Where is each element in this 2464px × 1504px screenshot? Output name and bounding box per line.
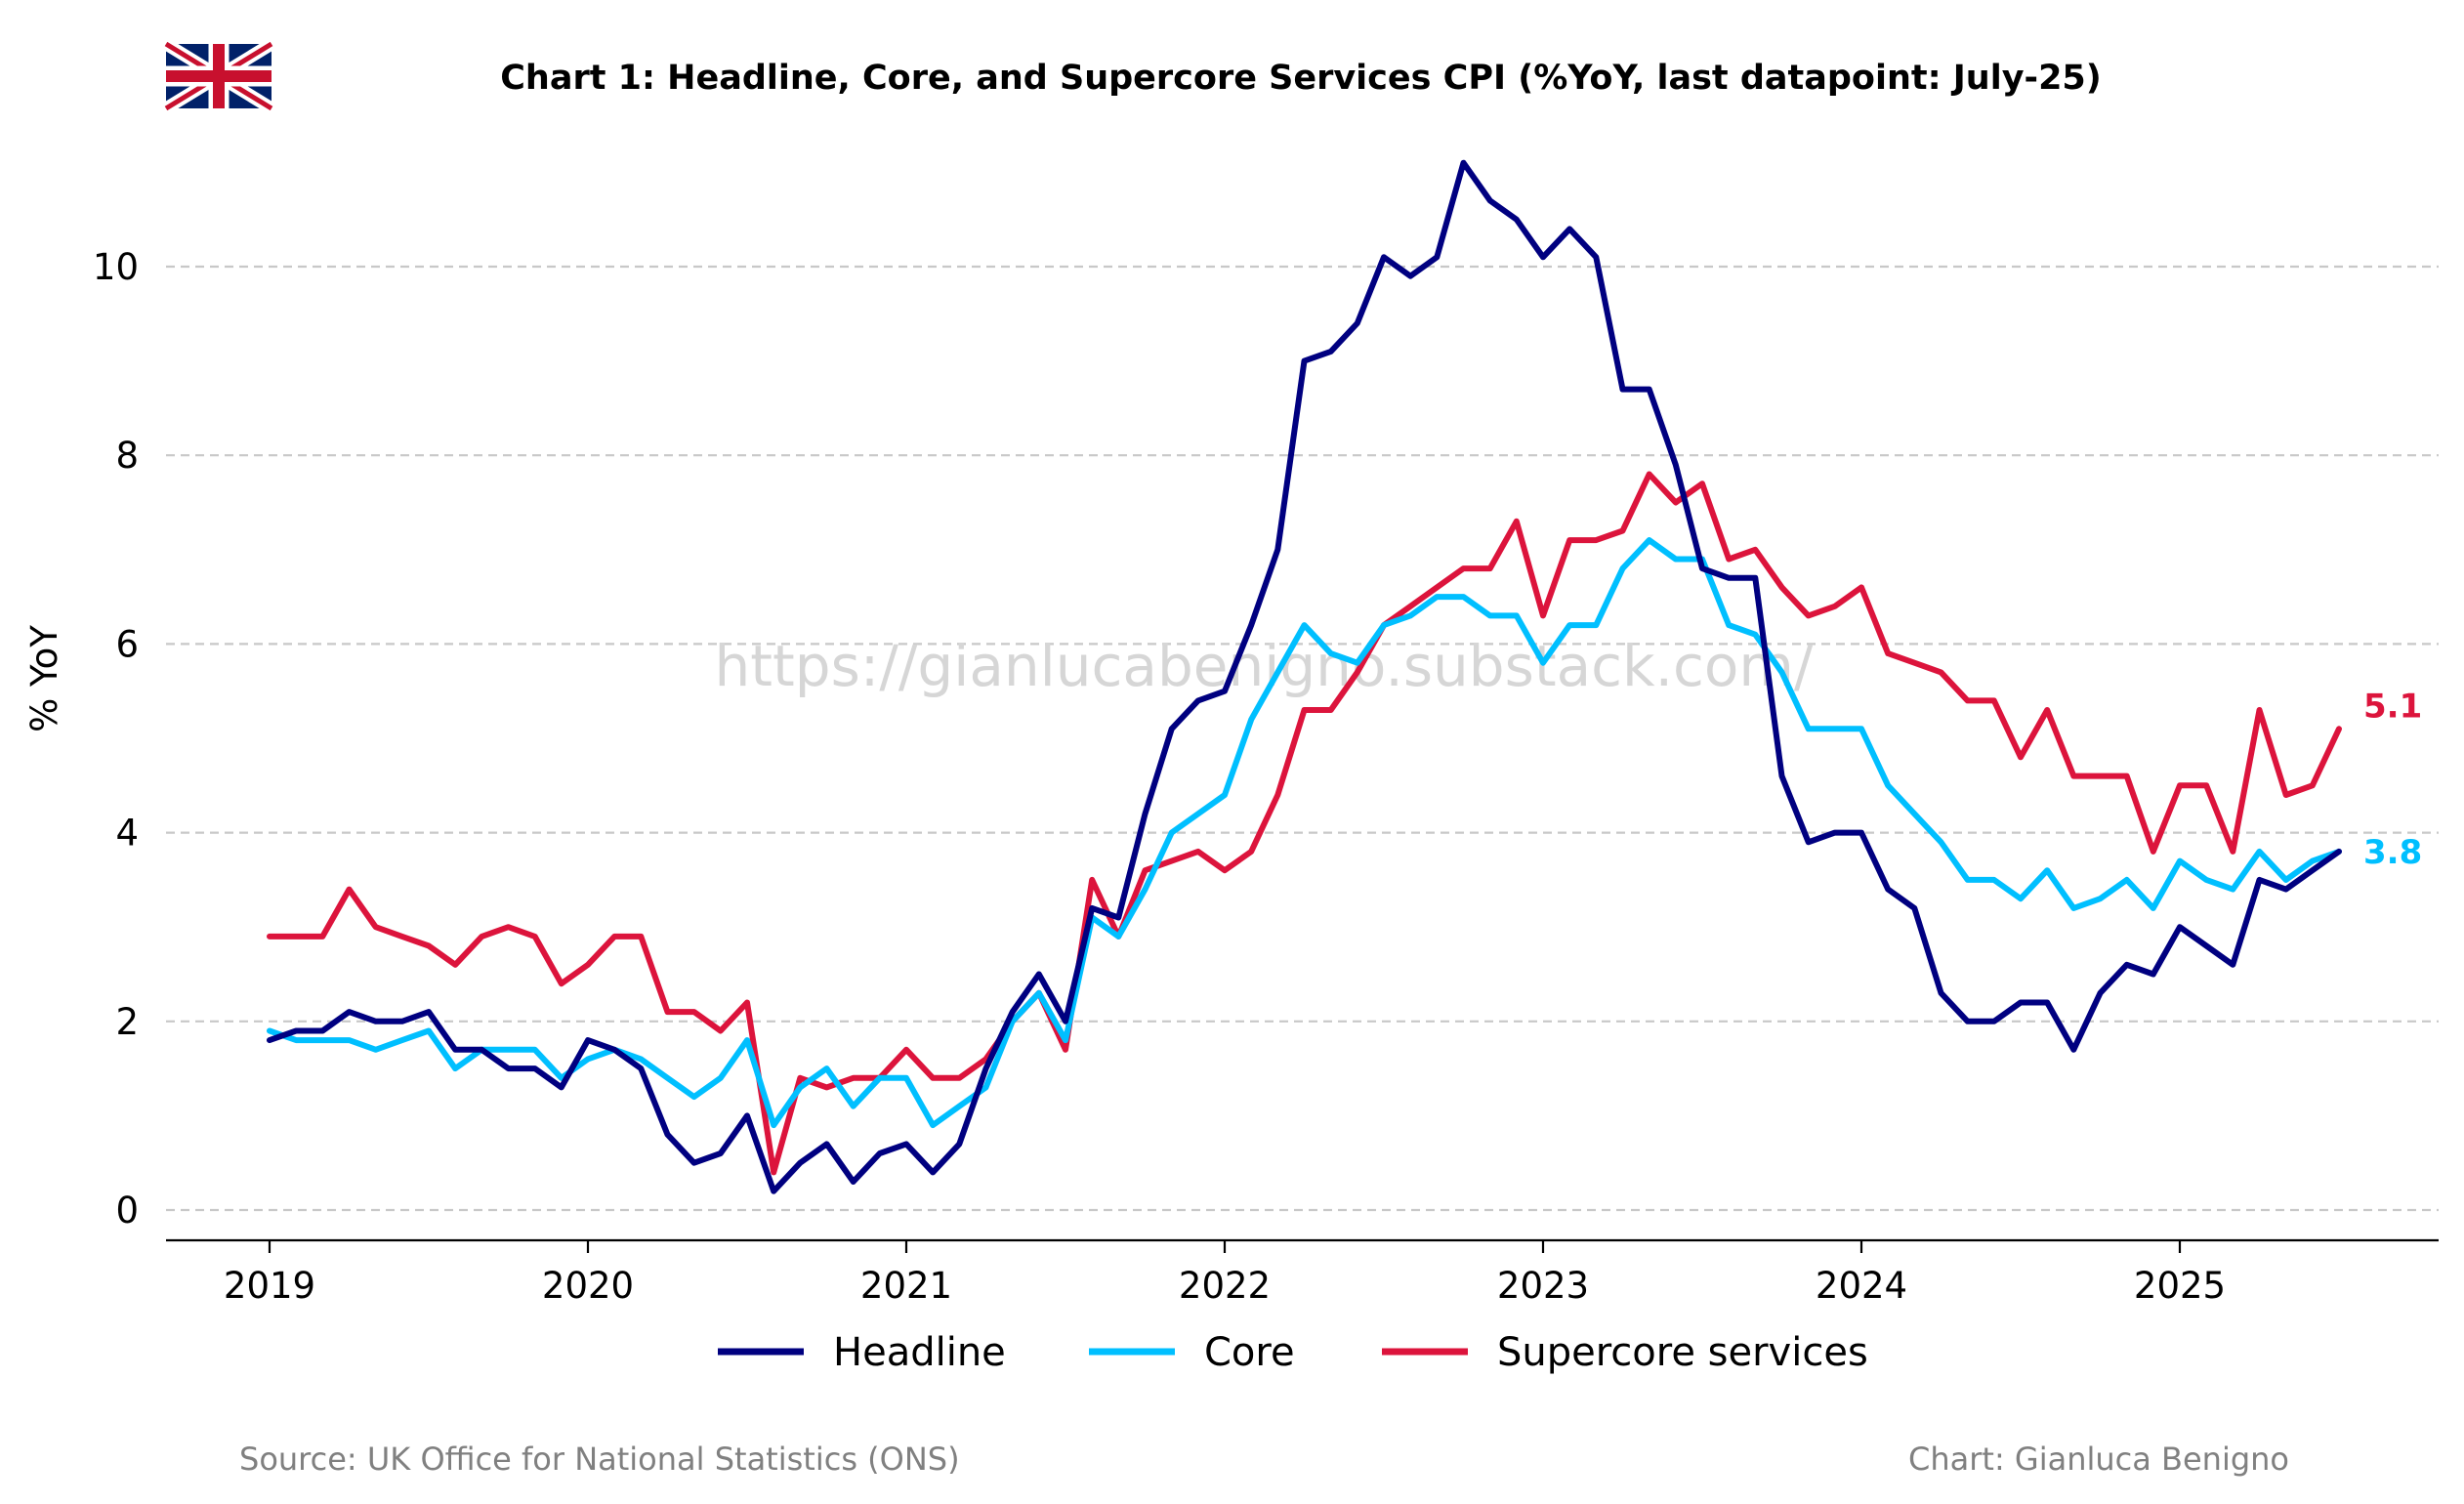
series-line-supercore-services [267,471,2342,1176]
y-tick-label: 4 [115,813,139,855]
x-tick-label: 2020 [542,1265,634,1307]
end-labels: 3.8 5.1 [2363,687,2422,872]
x-tick-label: 2021 [860,1265,952,1307]
uk-flag-icon [162,38,275,114]
y-axis-label: % YoY [23,625,65,732]
y-tick-label: 2 [115,1001,139,1043]
legend-label: Supercore services [1497,1330,1868,1375]
x-tick-label: 2024 [1816,1265,1907,1307]
y-tick-label: 0 [115,1190,139,1232]
source-note: Source: UK Office for National Statistic… [239,1441,960,1478]
end-label-supercore-services: 5.1 [2363,687,2422,726]
chart-title: Chart 1: Headline, Core, and Supercore S… [500,59,2102,98]
x-tick-label: 2019 [224,1265,315,1307]
legend-label: Core [1204,1330,1295,1375]
series-lines [267,159,2342,1194]
end-label-core: 3.8 [2363,833,2422,872]
x-tick-label: 2023 [1497,1265,1589,1307]
y-tick-label: 6 [115,623,139,665]
x-ticks: 2019 2020 2021 2022 2023 2024 2025 [224,1240,2226,1307]
watermark: https://gianlucabenigno.substack.com/ [715,633,1814,699]
x-tick-label: 2025 [2134,1265,2226,1307]
legend-label: Headline [833,1330,1006,1375]
x-tick-label: 2022 [1179,1265,1271,1307]
y-tick-labels: 0 2 4 6 8 10 [93,246,139,1232]
y-tick-label: 10 [93,246,139,288]
y-tick-label: 8 [115,435,139,477]
legend: Headline Core Supercore services [718,1330,1868,1375]
chart-credit: Chart: Gianluca Benigno [1908,1441,2289,1478]
series-line-headline [267,159,2342,1194]
